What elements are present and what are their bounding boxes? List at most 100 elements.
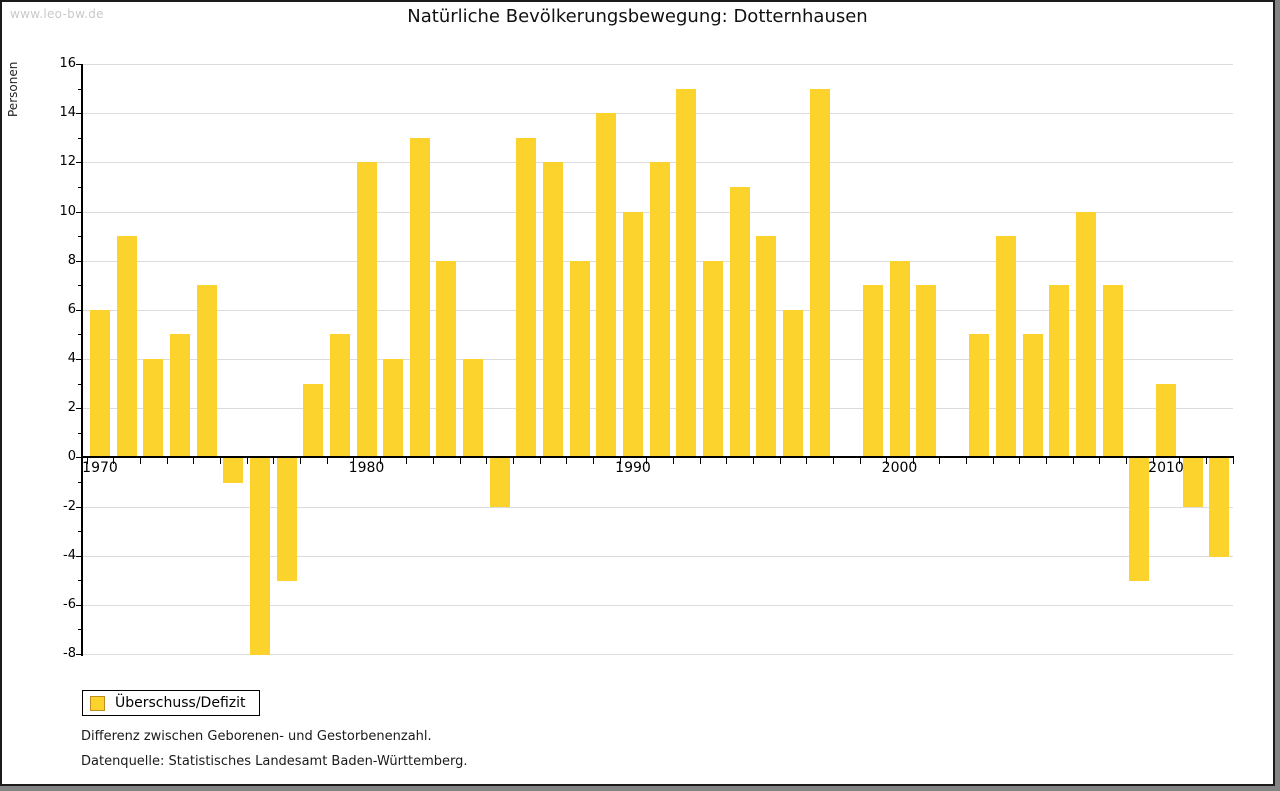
y-axis-label: 14 <box>59 105 76 121</box>
gridline <box>82 113 1233 115</box>
x-axis-label: 1980 <box>348 460 385 477</box>
bar-1999 <box>862 285 883 458</box>
x-axis-tick <box>593 458 595 465</box>
y-axis-tick <box>78 580 82 582</box>
bar-1992 <box>676 88 697 458</box>
bar-1972 <box>143 359 164 458</box>
y-axis-label: 2 <box>67 400 76 416</box>
x-axis-tick <box>433 458 435 465</box>
legend-swatch-icon <box>90 695 105 711</box>
x-axis-line <box>81 456 1234 459</box>
y-axis-tick <box>78 629 82 631</box>
y-axis-tick <box>78 334 82 336</box>
bar-2007 <box>1076 211 1097 458</box>
y-axis-label: -2 <box>63 498 76 514</box>
bar-1996 <box>782 309 803 458</box>
y-axis-tick <box>76 359 82 360</box>
x-axis-tick <box>1232 458 1234 465</box>
x-axis-tick <box>1099 458 1101 465</box>
x-axis-tick <box>1126 458 1128 465</box>
y-axis-tick <box>78 481 82 483</box>
y-axis-tick <box>76 113 82 115</box>
x-axis-tick <box>1072 458 1074 465</box>
x-axis-tick <box>619 458 621 465</box>
x-axis-tick <box>779 458 781 465</box>
y-axis-tick <box>78 137 82 139</box>
y-axis-tick <box>78 432 82 434</box>
y-axis-label: 0 <box>67 449 76 465</box>
legend: Überschuss/Defizit <box>82 690 261 716</box>
y-axis-tick <box>76 604 82 606</box>
y-axis-tick <box>76 654 82 655</box>
x-axis-tick <box>1179 458 1181 465</box>
x-axis-tick <box>1019 458 1021 465</box>
x-axis-tick <box>699 458 701 465</box>
y-axis-label: 10 <box>59 203 76 219</box>
bar-2006 <box>1049 285 1070 458</box>
x-axis-tick <box>513 458 515 465</box>
x-axis-tick <box>1046 458 1048 465</box>
y-axis-tick <box>76 64 82 65</box>
y-axis-label: 6 <box>67 301 76 317</box>
gridline <box>82 604 1233 606</box>
y-axis-label: 8 <box>67 252 76 268</box>
bar-1971 <box>116 236 137 458</box>
y-axis-label: -8 <box>63 646 76 661</box>
footnote-definition: Differenz zwischen Geborenen- und Gestor… <box>81 729 432 744</box>
x-axis-tick <box>992 458 994 465</box>
y-axis-label: -4 <box>63 547 76 563</box>
x-axis-tick <box>886 458 888 465</box>
bar-2012 <box>1209 458 1230 557</box>
x-axis-tick <box>113 458 115 465</box>
legend-label: Überschuss/Defizit <box>115 695 246 711</box>
bar-2000 <box>889 260 910 458</box>
x-axis-tick <box>539 458 541 465</box>
x-axis-tick <box>859 458 861 465</box>
y-axis-tick <box>78 285 82 287</box>
bar-1982 <box>409 137 430 458</box>
x-axis-tick <box>752 458 754 465</box>
bar-2011 <box>1182 458 1203 508</box>
bar-1976 <box>249 458 270 655</box>
bar-1973 <box>169 334 190 458</box>
bar-1989 <box>596 113 617 458</box>
y-axis-tick <box>76 408 82 410</box>
x-axis-tick <box>326 458 328 465</box>
x-axis-tick <box>486 458 488 465</box>
y-axis-tick <box>76 260 82 262</box>
bar-1980 <box>356 162 377 458</box>
bar-1991 <box>649 162 670 458</box>
bar-1985 <box>489 458 510 508</box>
y-axis-tick <box>78 186 82 188</box>
x-axis-tick <box>273 458 275 465</box>
bar-1984 <box>463 359 484 458</box>
x-axis-tick <box>166 458 168 465</box>
x-axis-tick <box>406 458 408 465</box>
y-axis-label: 4 <box>67 351 76 366</box>
bar-2010 <box>1156 383 1176 458</box>
bar-1986 <box>516 137 537 458</box>
bar-2005 <box>1022 334 1043 458</box>
x-axis-tick <box>672 458 674 465</box>
bar-1994 <box>729 186 750 458</box>
x-axis-tick <box>379 458 381 465</box>
bar-1970 <box>90 309 110 458</box>
y-axis-tick <box>76 506 82 508</box>
x-axis-label: 1990 <box>615 460 651 477</box>
x-axis-tick <box>726 458 728 465</box>
y-axis-tick <box>76 309 82 311</box>
bar-1997 <box>809 88 830 458</box>
y-axis-tick <box>78 383 82 385</box>
x-axis-tick <box>459 458 461 465</box>
gridline <box>82 506 1233 508</box>
x-axis-tick <box>966 458 968 465</box>
x-axis-tick <box>193 458 195 465</box>
gridline <box>82 64 1233 65</box>
y-axis-label: 12 <box>59 154 76 170</box>
bar-1978 <box>303 383 324 458</box>
bar-2004 <box>996 236 1017 458</box>
x-axis-tick <box>1205 458 1207 465</box>
x-axis-tick <box>299 458 301 465</box>
bar-1981 <box>383 359 404 458</box>
